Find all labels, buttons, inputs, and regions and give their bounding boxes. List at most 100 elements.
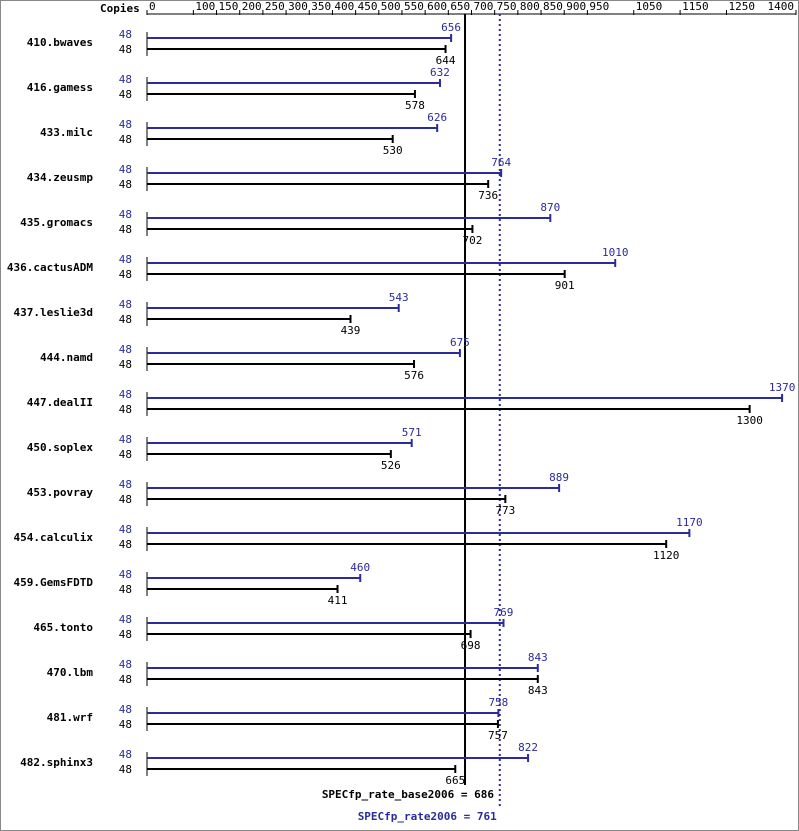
copies-label: 48 [119,73,132,86]
benchmark-label: 410.bwaves [27,36,93,49]
copies-label: 48 [119,628,132,641]
copies-label: 48 [119,403,132,416]
value-label: 526 [381,459,401,472]
value-label: 1300 [736,414,763,427]
x-tick-label: 150 [219,0,239,13]
copies-label: 48 [119,583,132,596]
benchmark-label: 435.gromacs [20,216,93,229]
value-label: 758 [488,696,508,709]
benchmark-label: 481.wrf [47,711,93,724]
x-tick-label: 800 [520,0,540,13]
value-label: 644 [436,54,456,67]
value-label: 698 [461,639,481,652]
value-label: 1170 [676,516,703,529]
value-label: 675 [450,336,470,349]
copies-label: 48 [119,43,132,56]
benchmark-label: 437.leslie3d [14,306,93,319]
x-tick-label: 350 [311,0,331,13]
copies-label: 48 [119,673,132,686]
value-label: 1120 [653,549,680,562]
x-tick-label: 200 [242,0,262,13]
x-tick-label: 0 [149,0,156,13]
x-tick-label: 1400 [768,0,795,13]
copies-label: 48 [119,748,132,761]
x-tick-label: 900 [566,0,586,13]
x-tick-label: 600 [427,0,447,13]
value-label: 843 [528,684,548,697]
copies-label: 48 [119,223,132,236]
value-label: 632 [430,66,450,79]
benchmark-label: 453.povray [27,486,94,499]
copies-label: 48 [119,178,132,191]
benchmark-label: 433.milc [40,126,93,139]
value-label: 665 [445,774,465,787]
value-label: 1010 [602,246,629,259]
benchmark-label: 416.gamess [27,81,93,94]
copies-label: 48 [119,118,132,131]
copies-label: 48 [119,433,132,446]
value-label: 757 [488,729,508,742]
copies-label: 48 [119,478,132,491]
value-label: 870 [540,201,560,214]
x-tick-label: 500 [381,0,401,13]
copies-label: 48 [119,298,132,311]
benchmark-label: 434.zeusmp [27,171,94,184]
x-tick-label: 450 [358,0,378,13]
copies-label: 48 [119,493,132,506]
copies-label: 48 [119,343,132,356]
copies-label: 48 [119,88,132,101]
benchmark-label: 447.dealII [27,396,93,409]
x-tick-label: 850 [543,0,563,13]
copies-label: 48 [119,133,132,146]
x-tick-label: 1250 [728,0,755,13]
x-tick-label: 700 [474,0,494,13]
benchmark-label: 444.namd [40,351,93,364]
copies-label: 48 [119,358,132,371]
copies-label: 48 [119,208,132,221]
value-label: 769 [494,606,514,619]
copies-label: 48 [119,538,132,551]
value-label: 460 [350,561,370,574]
reference-label: SPECfp_rate2006 = 761 [358,810,497,823]
benchmark-label: 465.tonto [33,621,93,634]
copies-label: 48 [119,568,132,581]
copies-label: 48 [119,388,132,401]
value-label: 822 [518,741,538,754]
copies-label: 48 [119,253,132,266]
value-label: 773 [495,504,515,517]
x-tick-label: 550 [404,0,424,13]
copies-label: 48 [119,658,132,671]
x-tick-label: 950 [589,0,609,13]
copies-label: 48 [119,613,132,626]
benchmark-label: 436.cactusADM [7,261,93,274]
value-label: 578 [405,99,425,112]
copies-label: 48 [119,703,132,716]
copies-label: 48 [119,523,132,536]
value-label: 626 [427,111,447,124]
value-label: 764 [491,156,511,169]
copies-label: 48 [119,268,132,281]
benchmark-label: 482.sphinx3 [20,756,93,769]
x-tick-label: 100 [195,0,215,13]
x-tick-label: 750 [497,0,517,13]
copies-label: 48 [119,718,132,731]
benchmark-label: 470.lbm [47,666,94,679]
value-label: 411 [328,594,348,607]
value-label: 530 [383,144,403,157]
value-label: 656 [441,21,461,34]
value-label: 889 [549,471,569,484]
benchmark-label: 450.soplex [27,441,94,454]
benchmark-label: 454.calculix [14,531,94,544]
value-label: 576 [404,369,424,382]
x-tick-label: 300 [288,0,308,13]
copies-label: 48 [119,163,132,176]
value-label: 702 [462,234,482,247]
value-label: 843 [528,651,548,664]
x-tick-label: 650 [450,0,470,13]
x-tick-label: 1150 [682,0,709,13]
copies-label: 48 [119,28,132,41]
copies-label: 48 [119,763,132,776]
reference-label: SPECfp_rate_base2006 = 686 [322,788,495,801]
